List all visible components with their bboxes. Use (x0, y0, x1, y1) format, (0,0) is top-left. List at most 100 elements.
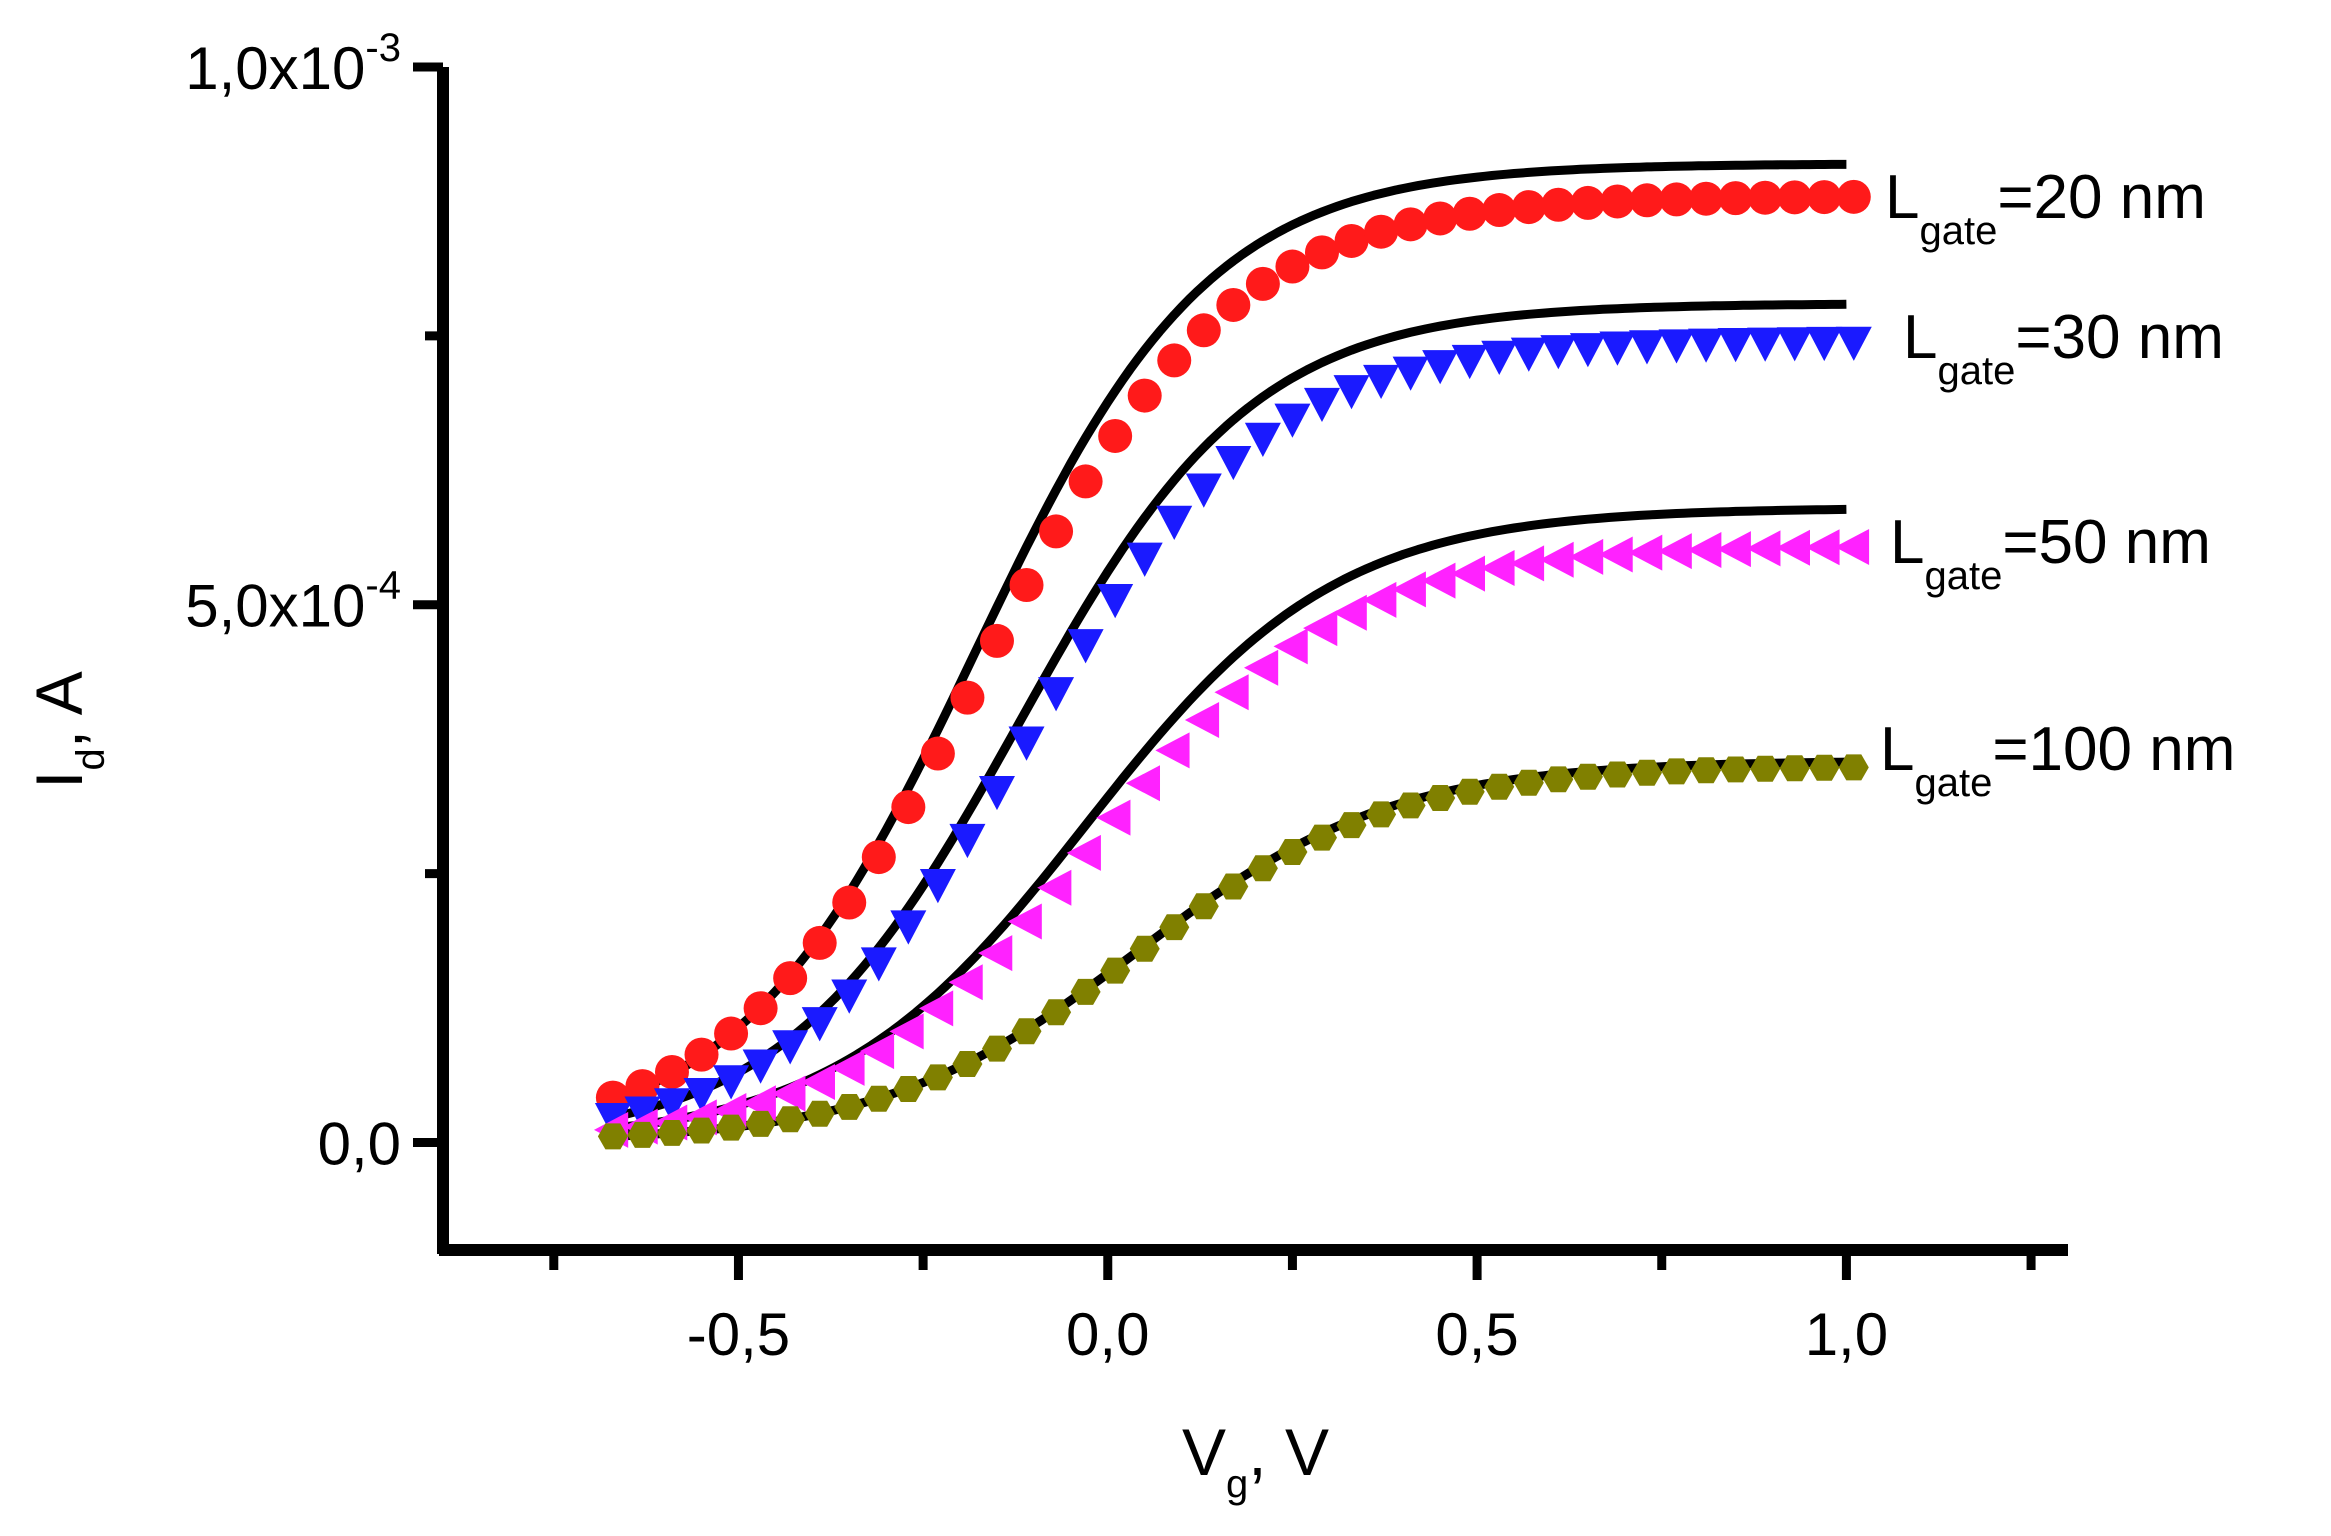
circle-marker (1689, 181, 1724, 216)
y-axis-title: Id, A (22, 671, 113, 789)
hexagon-marker (834, 1094, 865, 1120)
circle-marker (950, 680, 985, 715)
triangle-left-marker (771, 1075, 806, 1112)
triangle-down-marker (1776, 327, 1813, 362)
triangle-left-marker (1834, 528, 1870, 565)
hexagon-marker (1691, 757, 1722, 784)
triangle-down-marker (1274, 403, 1311, 438)
circle-marker (1334, 223, 1369, 258)
triangle-left-marker (1391, 571, 1426, 608)
triangle-down-marker (1835, 326, 1872, 361)
triangle-left-marker (1480, 549, 1515, 586)
hexagon-marker (1159, 914, 1190, 941)
circle-marker (625, 1069, 660, 1104)
circle-marker (1364, 214, 1399, 249)
hexagon-marker (1661, 758, 1692, 785)
triangle-down-marker (1658, 329, 1695, 364)
circle-marker (1068, 464, 1103, 499)
hexagon-marker (1277, 839, 1308, 865)
triangle-down-marker (831, 979, 868, 1014)
triangle-left-marker (1037, 869, 1072, 906)
triangle-down-marker (1126, 542, 1163, 577)
triangle-left-marker (859, 1033, 895, 1070)
circle-marker (1157, 343, 1192, 378)
circle-marker (861, 840, 896, 875)
triangle-left-marker (1243, 649, 1279, 686)
triangle-down-marker (1392, 356, 1429, 391)
measured-markers (593, 179, 1872, 1150)
hexagon-marker (716, 1114, 747, 1141)
legend: Lgate=20 nm Lgate=30 nm Lgate=50 nm Lgate=1… (1880, 163, 2235, 805)
hexagon-marker (1809, 754, 1840, 781)
circle-marker (1452, 196, 1487, 231)
hexagon-marker (1454, 778, 1485, 805)
triangle-down-marker (1806, 326, 1843, 362)
circle-marker (1511, 190, 1546, 225)
circle-marker (1245, 266, 1280, 301)
triangle-down-marker (890, 910, 927, 945)
hexagon-marker (1100, 957, 1131, 984)
hexagon-marker (863, 1085, 894, 1112)
hexagon-marker (1572, 763, 1603, 790)
triangle-left-marker (1184, 701, 1220, 738)
triangle-down-marker (653, 1088, 690, 1123)
circle-marker (1216, 287, 1251, 322)
triangle-left-marker (830, 1049, 865, 1086)
circle-marker (1659, 182, 1694, 217)
series-markers-3 (597, 754, 1869, 1150)
hexagon-marker (745, 1110, 776, 1137)
triangle-left-marker (1214, 674, 1249, 711)
x-tick-label: 0,0 (1066, 1301, 1149, 1368)
triangle-down-marker (742, 1049, 779, 1084)
triangle-down-marker (1067, 629, 1104, 664)
circle-marker (1186, 313, 1221, 348)
hexagon-marker (922, 1064, 953, 1091)
hexagon-marker (1632, 759, 1662, 786)
hexagon-marker (1011, 1018, 1042, 1045)
hexagon-marker (597, 1123, 628, 1150)
axes (413, 62, 2068, 1280)
triangle-down-marker (1422, 350, 1459, 385)
hexagon-marker (1307, 824, 1337, 851)
y-tick-label: 1,0x10-3 (185, 26, 401, 102)
triangle-down-marker (1481, 340, 1518, 376)
triangle-left-marker (948, 964, 983, 1001)
hexagon-marker (1041, 999, 1072, 1026)
triangle-left-marker (1775, 529, 1811, 566)
circle-marker (1482, 193, 1517, 228)
triangle-down-marker (860, 947, 897, 982)
circle-marker (1836, 179, 1871, 214)
legend-label: Lgate=20 nm (1885, 163, 2206, 253)
hexagon-marker (1129, 935, 1160, 962)
triangle-down-marker (1303, 387, 1340, 423)
triangle-down-marker (1333, 375, 1370, 410)
triangle-down-marker (919, 869, 956, 904)
triangle-down-marker (1215, 445, 1252, 481)
circle-marker (654, 1054, 689, 1089)
triangle-left-marker (1746, 530, 1781, 567)
triangle-down-marker (1747, 327, 1784, 362)
series-markers-1 (594, 326, 1872, 1138)
simulation-line (611, 299, 1847, 1122)
hexagon-marker (1366, 801, 1397, 828)
triangle-left-marker (1332, 594, 1367, 631)
hexagon-marker (893, 1076, 924, 1102)
triangle-left-marker (1687, 532, 1722, 569)
hexagon-marker (952, 1051, 983, 1077)
triangle-left-marker (1539, 541, 1574, 578)
triangle-left-marker (1805, 529, 1840, 566)
triangle-down-marker (1097, 584, 1134, 619)
circle-marker (1127, 378, 1162, 413)
triangle-left-marker (1155, 732, 1190, 769)
circle-marker (1748, 180, 1783, 215)
y-tick-label: 0,0 (318, 1110, 401, 1177)
hexagon-marker (1395, 792, 1426, 819)
triangle-down-marker (1451, 344, 1488, 380)
x-tick-label: -0,5 (687, 1301, 790, 1368)
triangle-down-marker (683, 1078, 720, 1113)
circle-marker (773, 961, 808, 996)
hexagon-marker (627, 1121, 658, 1148)
triangle-down-marker (1569, 333, 1606, 368)
circle-marker (1039, 514, 1074, 549)
